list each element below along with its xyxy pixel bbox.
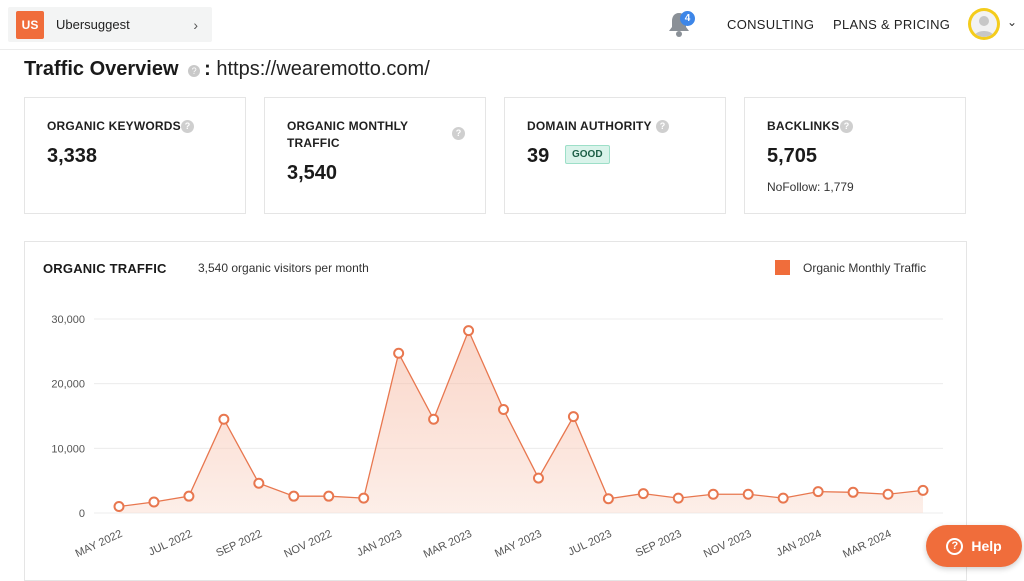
card-domain-authority: DOMAIN AUTHORITY ? 39 GOOD	[504, 97, 726, 214]
nav-consulting[interactable]: CONSULTING	[727, 17, 815, 32]
data-point[interactable]	[183, 490, 195, 502]
chevron-down-icon[interactable]: ⌄	[1007, 15, 1018, 29]
data-point[interactable]	[602, 493, 614, 505]
data-point[interactable]	[637, 488, 649, 500]
x-tick-label: NOV 2022	[282, 528, 334, 561]
chart-title: ORGANIC TRAFFIC	[43, 261, 167, 276]
data-point[interactable]	[917, 484, 929, 496]
data-point[interactable]	[498, 404, 510, 416]
help-circle-icon[interactable]: ?	[181, 120, 194, 133]
x-tick-label: MAR 2023	[422, 528, 474, 561]
help-circle-icon[interactable]: ?	[656, 120, 669, 133]
x-tick-label: JAN 2024	[775, 528, 824, 559]
data-point[interactable]	[428, 413, 440, 425]
data-point[interactable]	[812, 486, 824, 498]
data-point[interactable]	[323, 490, 335, 502]
data-point[interactable]	[288, 490, 300, 502]
y-tick-label: 0	[79, 508, 85, 520]
card-organic-keywords: ORGANIC KEYWORDS ? 3,338	[24, 97, 246, 214]
page-title: Traffic Overview ?: https://wearemotto.c…	[24, 58, 430, 81]
notification-badge: 4	[680, 11, 695, 26]
x-tick-label: MAY 2022	[74, 528, 125, 560]
help-circle-icon[interactable]: ?	[452, 127, 465, 140]
data-point[interactable]	[463, 325, 475, 337]
data-point[interactable]	[707, 488, 719, 500]
x-tick-label: SEP 2023	[634, 528, 684, 560]
x-tick-label: NOV 2023	[702, 528, 754, 561]
data-point[interactable]	[532, 472, 544, 484]
title-separator: :	[204, 58, 211, 80]
chevron-right-icon: ›	[193, 16, 198, 33]
card-value: 5,705	[767, 145, 818, 167]
series-line	[118, 328, 924, 508]
nofollow-count: NoFollow: 1,779	[767, 180, 854, 194]
top-bar: US Ubersuggest › 4 CONSULTING PLANS & PR…	[0, 0, 1024, 50]
nav-plans-pricing[interactable]: PLANS & PRICING	[833, 17, 951, 32]
data-point[interactable]	[393, 347, 405, 359]
card-label: DOMAIN AUTHORITY	[527, 119, 652, 133]
x-tick-label: MAR 2024	[841, 528, 893, 561]
domain-url: https://wearemotto.com/	[216, 58, 430, 80]
page-title-text: Traffic Overview	[24, 58, 179, 80]
help-circle-icon[interactable]: ?	[188, 65, 201, 77]
data-point[interactable]	[882, 488, 894, 500]
question-icon: ?	[946, 537, 964, 555]
card-label-line: ORGANIC MONTHLY	[287, 119, 409, 133]
series-area	[119, 330, 923, 513]
organic-traffic-panel: ORGANIC TRAFFIC 3,540 organic visitors p…	[24, 241, 967, 581]
data-point[interactable]	[672, 492, 684, 504]
data-point[interactable]	[777, 492, 789, 504]
card-value: 3,540	[287, 162, 338, 184]
data-point[interactable]	[358, 492, 370, 504]
card-label: ORGANIC MONTHLY TRAFFIC	[287, 118, 408, 152]
data-point[interactable]	[148, 496, 160, 508]
y-tick-label: 10,000	[51, 443, 85, 455]
project-name: Ubersuggest	[56, 17, 130, 32]
user-icon	[974, 16, 994, 37]
status-badge: GOOD	[565, 145, 610, 164]
card-backlinks: BACKLINKS ? 5,705 NoFollow: 1,779	[744, 97, 966, 214]
x-tick-label: SEP 2022	[214, 528, 264, 560]
project-logo: US	[16, 10, 44, 39]
legend-swatch[interactable]	[775, 260, 790, 275]
x-tick-label: JAN 2023	[355, 528, 404, 559]
project-selector[interactable]: US Ubersuggest ›	[8, 7, 212, 42]
organic-traffic-chart: 0 10,000 20,000 30,000 MAY 2022 JUL 2022 SEP 2…	[51, 314, 943, 561]
x-tick-label: JUL 2022	[147, 528, 194, 559]
card-label-line: TRAFFIC	[287, 136, 340, 150]
chart-subtitle: 3,540 organic visitors per month	[198, 261, 369, 275]
card-label: BACKLINKS	[767, 119, 840, 133]
data-point[interactable]	[847, 486, 859, 498]
legend-label[interactable]: Organic Monthly Traffic	[803, 261, 927, 275]
card-label: ORGANIC KEYWORDS	[47, 119, 181, 133]
card-value: 39	[527, 145, 550, 167]
data-point[interactable]	[567, 411, 579, 423]
avatar[interactable]	[968, 8, 1000, 40]
y-tick-label: 30,000	[51, 314, 85, 326]
data-point[interactable]	[253, 477, 265, 489]
data-point[interactable]	[113, 501, 125, 513]
y-tick-label: 20,000	[51, 379, 85, 391]
help-button[interactable]: ? Help	[926, 525, 1022, 567]
data-point[interactable]	[742, 488, 754, 500]
x-tick-label: MAY 2023	[493, 528, 544, 560]
help-label: Help	[971, 538, 1002, 554]
x-tick-label: JUL 2023	[566, 528, 613, 559]
card-value: 3,338	[47, 145, 98, 167]
data-point[interactable]	[218, 413, 230, 425]
card-organic-monthly-traffic: ORGANIC MONTHLY TRAFFIC ? 3,540	[264, 97, 486, 214]
help-circle-icon[interactable]: ?	[840, 120, 853, 133]
